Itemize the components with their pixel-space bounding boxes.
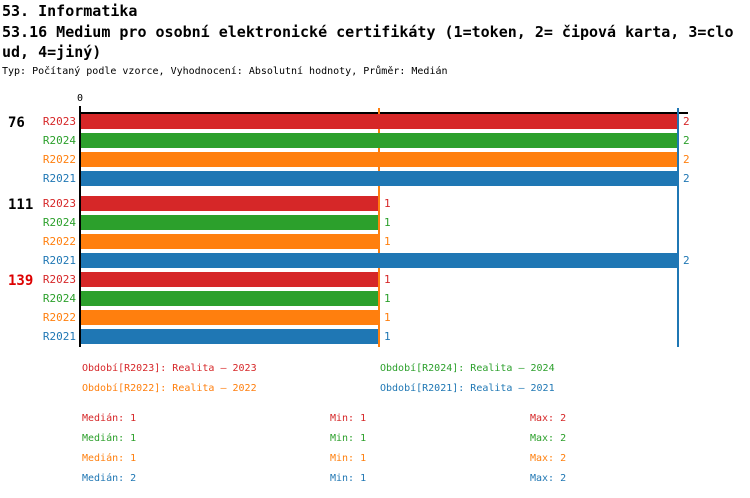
bar-value-label: 2	[683, 172, 690, 185]
series-label: R2023	[42, 115, 76, 128]
series-label: R2022	[42, 311, 76, 324]
group-label-111: 111	[8, 197, 34, 213]
bar	[81, 329, 378, 344]
series-label: R2023	[42, 273, 76, 286]
bar-row: R2024 2	[0, 133, 690, 148]
bar	[81, 133, 677, 148]
bar	[81, 253, 677, 268]
series-label: R2023	[42, 197, 76, 210]
bar	[81, 114, 677, 129]
stat-max: Max: 2	[530, 453, 567, 464]
series-label: R2024	[42, 292, 76, 305]
bar-row: R2023 2	[0, 114, 690, 129]
legend-entry-r2022: Období[R2022]: Realita – 2022	[82, 383, 257, 394]
bar-row: R2023 1	[0, 196, 391, 211]
bar	[81, 272, 378, 287]
x-axis-tick-zero: 0	[76, 93, 84, 104]
bar	[81, 215, 378, 230]
bar	[81, 152, 677, 167]
bar-value-label: 1	[384, 292, 391, 305]
bar-value-label: 2	[683, 115, 690, 128]
legend-entry-r2021: Období[R2021]: Realita – 2021	[380, 383, 555, 394]
chart-meta-info: Typ: Počítaný podle vzorce, Vyhodnocení:…	[2, 66, 448, 77]
legend-entry-r2024: Období[R2024]: Realita – 2024	[380, 363, 555, 374]
median-line-2	[677, 108, 679, 347]
page-title: 53. Informatika	[2, 2, 138, 20]
stat-median: Medián: 2	[82, 473, 137, 484]
series-label: R2021	[42, 254, 76, 267]
bar-row: R2024 1	[0, 215, 391, 230]
series-label: R2022	[42, 235, 76, 248]
bar	[81, 196, 378, 211]
bar-row: R2021 1	[0, 329, 391, 344]
group-label-139: 139	[8, 273, 34, 289]
bar	[81, 310, 378, 325]
stat-min: Min: 1	[330, 473, 367, 484]
bar-value-label: 1	[384, 330, 391, 343]
stat-max: Max: 2	[530, 433, 567, 444]
stat-median: Medián: 1	[82, 413, 137, 424]
stat-min: Min: 1	[330, 433, 367, 444]
bar-value-label: 2	[683, 134, 690, 147]
series-label: R2021	[42, 172, 76, 185]
x-axis-line	[79, 112, 688, 114]
legend-entry-r2023: Období[R2023]: Realita – 2023	[82, 363, 257, 374]
group-label-76: 76	[8, 115, 25, 131]
series-label: R2024	[42, 134, 76, 147]
median-line-1	[378, 108, 380, 347]
series-label: R2021	[42, 330, 76, 343]
bar-row: R2022 1	[0, 310, 391, 325]
stat-median: Medián: 1	[82, 433, 137, 444]
bar-value-label: 1	[384, 197, 391, 210]
stat-max: Max: 2	[530, 413, 567, 424]
bar-row: R2022 2	[0, 152, 690, 167]
stat-min: Min: 1	[330, 413, 367, 424]
stat-median: Medián: 1	[82, 453, 137, 464]
series-label: R2022	[42, 153, 76, 166]
stat-max: Max: 2	[530, 473, 567, 484]
question-title-line2: ud, 4=jiný)	[2, 43, 102, 61]
bar	[81, 291, 378, 306]
bar-row: R2021 2	[0, 171, 690, 186]
bar-value-label: 1	[384, 273, 391, 286]
bar-value-label: 2	[683, 153, 690, 166]
bar	[81, 171, 677, 186]
bar-value-label: 1	[384, 235, 391, 248]
bar-value-label: 1	[384, 311, 391, 324]
series-label: R2024	[42, 216, 76, 229]
bar-row: R2024 1	[0, 291, 391, 306]
bar	[81, 234, 378, 249]
question-title-line1: 53.16 Medium pro osobní elektronické cer…	[2, 23, 734, 41]
bar-value-label: 1	[384, 216, 391, 229]
stat-min: Min: 1	[330, 453, 367, 464]
bar-row: R2021 2	[0, 253, 690, 268]
bar-row: R2023 1	[0, 272, 391, 287]
bar-value-label: 2	[683, 254, 690, 267]
bar-row: R2022 1	[0, 234, 391, 249]
y-axis-line	[79, 106, 81, 347]
